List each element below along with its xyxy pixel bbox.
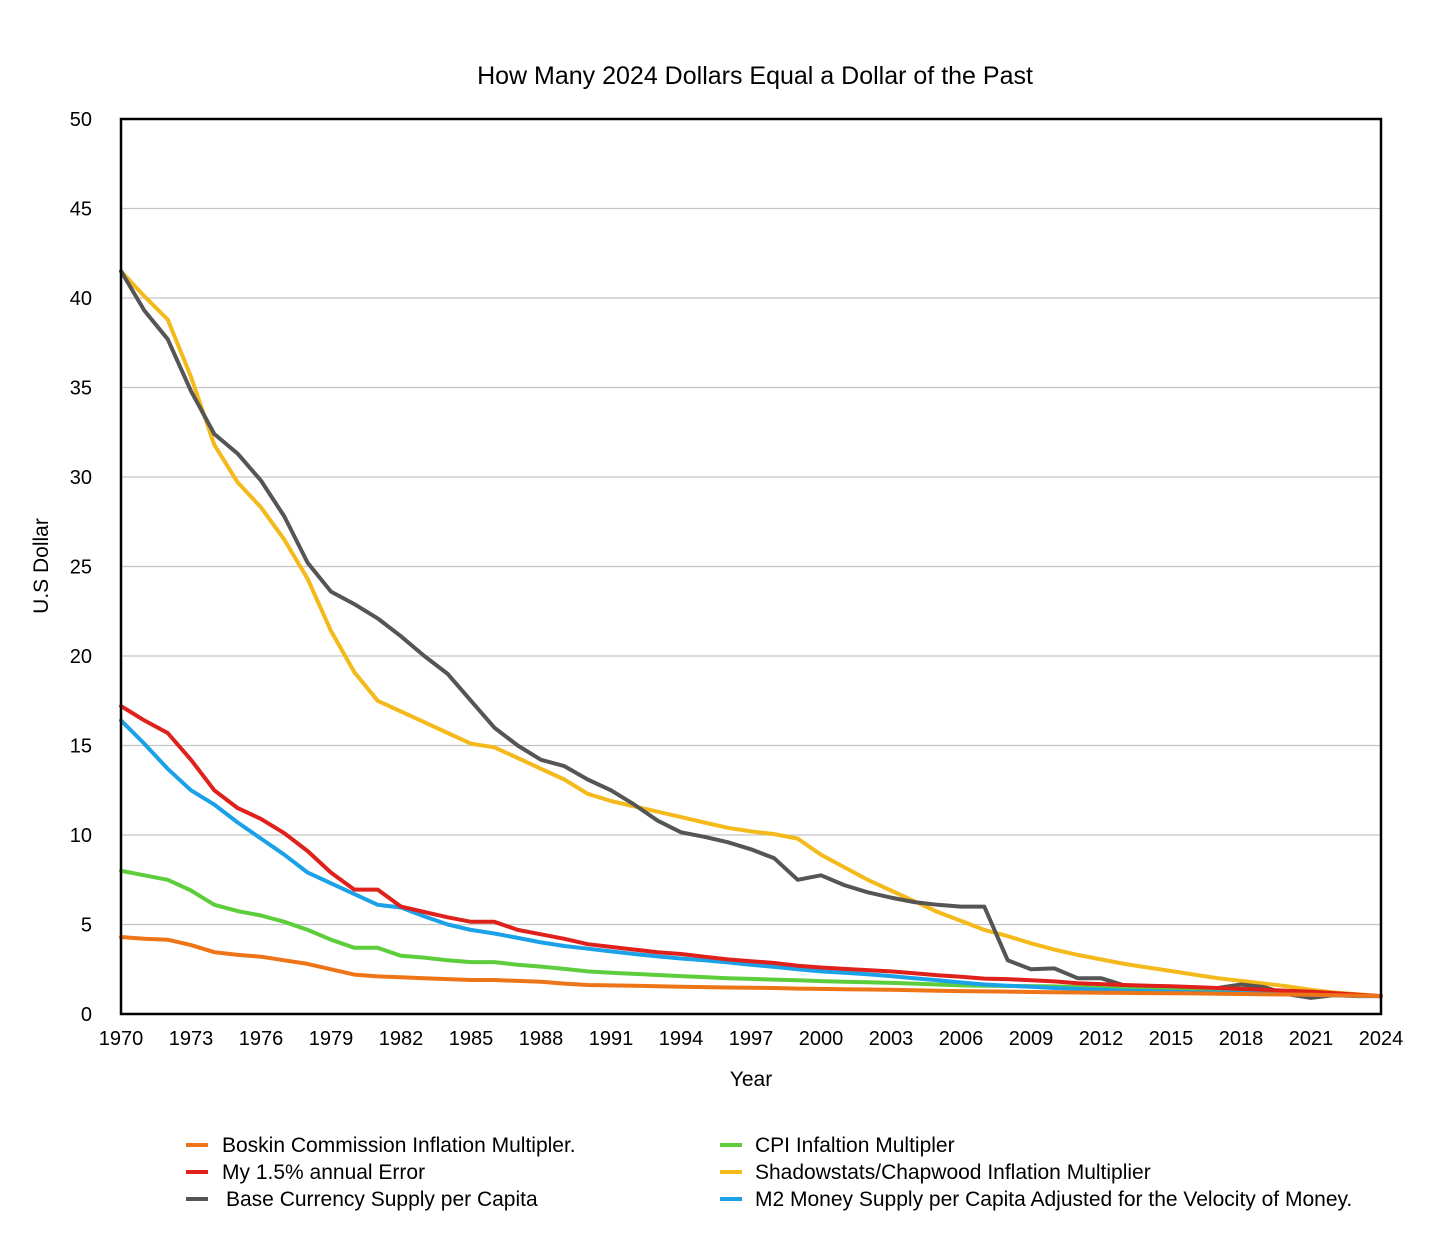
y-tick-label: 45 xyxy=(70,199,92,221)
legend-label: Base Currency Supply per Capita xyxy=(226,1188,538,1211)
x-axis-label: Year xyxy=(730,1068,772,1091)
x-tick-label: 2003 xyxy=(869,1028,914,1050)
x-tick-label: 1970 xyxy=(99,1028,144,1050)
x-tick-label: 2018 xyxy=(1219,1028,1264,1050)
x-tick-label: 1997 xyxy=(729,1028,774,1050)
x-tick-label: 2012 xyxy=(1079,1028,1124,1050)
y-tick-label: 40 xyxy=(70,288,92,310)
y-tick-label: 35 xyxy=(70,378,92,400)
y-tick-label: 5 xyxy=(81,915,92,937)
legend-label: My 1.5% annual Error xyxy=(222,1161,425,1184)
x-tick-label: 2006 xyxy=(939,1028,984,1050)
series-line-2 xyxy=(119,269,1383,1000)
x-tick-label: 1982 xyxy=(379,1028,424,1050)
legend: Boskin Commission Inflation Multipler. My… xyxy=(186,1134,1352,1211)
x-tick-label: 1985 xyxy=(449,1028,494,1050)
gridlines xyxy=(121,207,1381,926)
x-tick-label: 1991 xyxy=(589,1028,634,1050)
series-line-0 xyxy=(119,935,1383,999)
series-line-4 xyxy=(119,269,1383,999)
y-tick-label: 10 xyxy=(70,825,92,847)
x-tick-label: 1973 xyxy=(169,1028,214,1050)
x-axis-ticks: 1970 1973 1976 1979 1982 1985 1988 1991 1994 1997… xyxy=(99,1028,1404,1050)
legend-label: CPI Infaltion Multipler xyxy=(755,1134,955,1157)
legend-label: Boskin Commission Inflation Multipler. xyxy=(222,1134,576,1157)
plot-area-frame xyxy=(119,117,1383,1016)
y-tick-label: 30 xyxy=(70,467,92,489)
y-tick-label: 15 xyxy=(70,736,92,758)
x-tick-label: 2024 xyxy=(1359,1028,1404,1050)
legend-label: M2 Money Supply per Capita Adjusted for … xyxy=(755,1188,1352,1211)
y-tick-label: 20 xyxy=(70,646,92,668)
x-tick-label: 2009 xyxy=(1009,1028,1054,1050)
y-tick-label: 25 xyxy=(70,557,92,579)
y-axis-label: U.S Dollar xyxy=(30,518,53,614)
x-tick-label: 2021 xyxy=(1289,1028,1334,1050)
chart-title: How Many 2024 Dollars Equal a Dollar of … xyxy=(477,62,1033,90)
x-tick-label: 2000 xyxy=(799,1028,844,1050)
x-tick-label: 2015 xyxy=(1149,1028,1194,1050)
x-tick-label: 1994 xyxy=(659,1028,704,1050)
y-tick-label: 0 xyxy=(81,1004,92,1026)
legend-label: Shadowstats/Chapwood Inflation Multiplie… xyxy=(755,1161,1151,1184)
y-tick-label: 50 xyxy=(70,109,92,131)
x-tick-label: 1976 xyxy=(239,1028,284,1050)
y-axis-ticks: 0 5 10 15 20 25 30 35 40 45 50 xyxy=(70,109,92,1026)
series-line-1 xyxy=(119,704,1383,999)
x-tick-label: 1979 xyxy=(309,1028,354,1050)
series-line-5 xyxy=(119,718,1383,999)
x-tick-label: 1988 xyxy=(519,1028,564,1050)
series-line-3 xyxy=(119,868,1383,999)
series-lines xyxy=(119,269,1383,1000)
